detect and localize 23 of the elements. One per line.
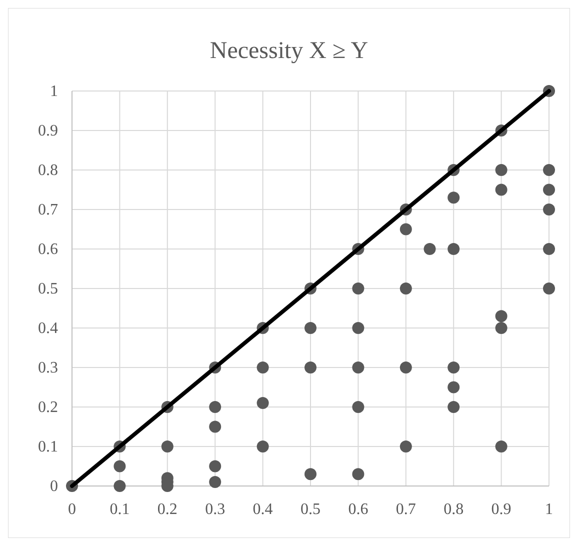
y-tick-label: 0.2 — [38, 399, 58, 416]
x-tick-label: 0.6 — [348, 501, 368, 518]
y-tick-label: 0.1 — [38, 438, 58, 456]
y-tick-label: 0.3 — [38, 360, 58, 376]
y-tick-label: 0.8 — [38, 162, 58, 179]
y-tick-label: 0.4 — [38, 320, 58, 337]
x-tick-label: 0.9 — [491, 501, 512, 518]
x-tick-label: 0.8 — [444, 501, 464, 518]
x-tick-label: 0 — [68, 501, 76, 518]
x-tick-label: 0.5 — [300, 501, 320, 518]
x-tick-label: 0.2 — [157, 501, 178, 518]
y-tick-label: 0.9 — [38, 122, 58, 140]
x-tick-label: 0.3 — [205, 501, 226, 518]
x-tick-label: 1 — [545, 501, 553, 518]
y-tick-label: 0.5 — [38, 280, 58, 298]
x-tick-label: 0.1 — [110, 501, 130, 518]
y-tick-label: 0.6 — [38, 241, 58, 258]
y-tick-label: 0.7 — [38, 202, 58, 218]
y-tick-label: 1 — [50, 83, 58, 100]
x-tick-label: 0.7 — [396, 501, 416, 518]
x-tick-label: 0.4 — [252, 501, 273, 518]
y-tick-label: 0 — [50, 478, 58, 495]
chart-title: Necessity X ≥ Y — [210, 38, 368, 64]
